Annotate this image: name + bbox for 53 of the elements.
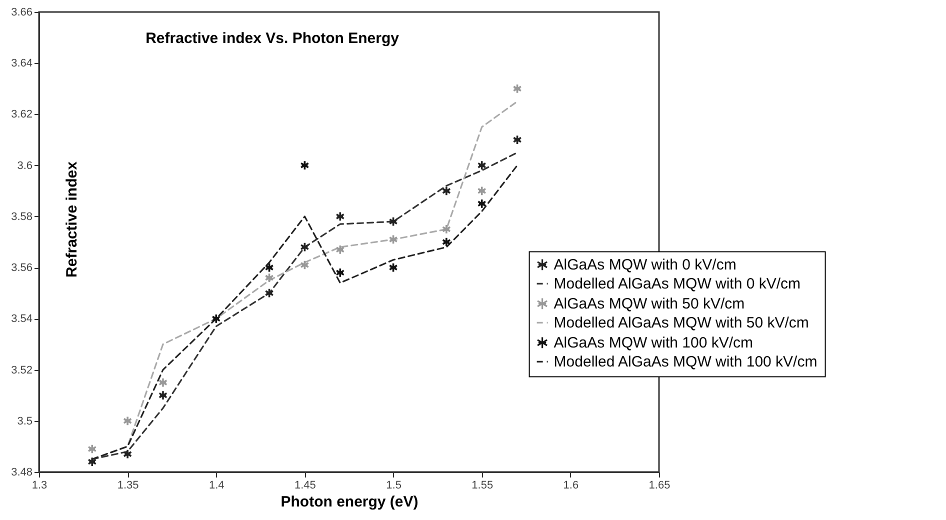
x-tick-label: 1.65 <box>648 480 670 492</box>
point <box>123 416 132 426</box>
point <box>477 198 486 209</box>
y-axis-title: Refractive index <box>64 160 80 278</box>
point <box>264 272 274 283</box>
legend-label: AlGaAs MQW with 0 kV/cm <box>554 256 736 274</box>
y-tick-label: 3.5 <box>17 415 32 428</box>
y-tick-label: 3.48 <box>11 466 32 478</box>
point <box>264 262 274 273</box>
point <box>300 260 310 270</box>
point <box>512 134 522 145</box>
x-tick-label: 1.35 <box>117 480 139 492</box>
y-tick-label: 3.66 <box>11 6 32 18</box>
point <box>88 444 97 454</box>
x-tick-label: 1.55 <box>472 480 494 492</box>
y-tick-label: 3.52 <box>11 364 32 376</box>
point <box>477 160 486 170</box>
point <box>123 449 132 460</box>
y-tick-label: 3.58 <box>11 210 32 223</box>
point <box>388 216 398 227</box>
point <box>512 84 522 94</box>
y-tick-label: 3.64 <box>11 58 32 70</box>
point <box>336 244 345 255</box>
point <box>300 242 310 252</box>
legend-label: Modelled AlGaAs MQW with 0 kV/cm <box>554 276 801 293</box>
point <box>264 288 274 298</box>
text: Refractive index Vs. Photon Energy <box>146 30 400 47</box>
point <box>158 377 168 388</box>
point <box>442 186 451 196</box>
legend-label: Modelled AlGaAs MQW with 100 kV/cm <box>554 354 818 371</box>
y-tick-label: 3.54 <box>11 313 32 326</box>
point <box>158 390 168 400</box>
point <box>300 160 310 170</box>
point <box>212 314 221 324</box>
point <box>388 262 398 273</box>
point <box>442 224 451 234</box>
x-tick-label: 1.3 <box>32 480 48 492</box>
legend-label: AlGaAs MQW with 100 kV/cm <box>554 334 754 352</box>
point <box>336 268 345 278</box>
y-tick-label: 3.56 <box>11 262 32 274</box>
y-tick-label: 3.62 <box>11 108 32 121</box>
legend-label: Modelled AlGaAs MQW with 50 kV/cm <box>554 314 809 332</box>
x-tick-label: 1.5 <box>386 480 402 492</box>
legend-label: AlGaAs MQW with 50 kV/cm <box>554 296 745 313</box>
x-tick-label: 1.6 <box>563 480 579 492</box>
point <box>442 236 451 248</box>
point <box>336 211 345 222</box>
x-tick-label: 1.4 <box>208 480 224 492</box>
y-tick-label: 3.6 <box>17 160 32 172</box>
x-axis-title: Photon energy (eV) <box>280 494 418 510</box>
point <box>388 234 398 245</box>
point <box>477 186 486 196</box>
x-tick-label: 1.45 <box>294 480 316 492</box>
